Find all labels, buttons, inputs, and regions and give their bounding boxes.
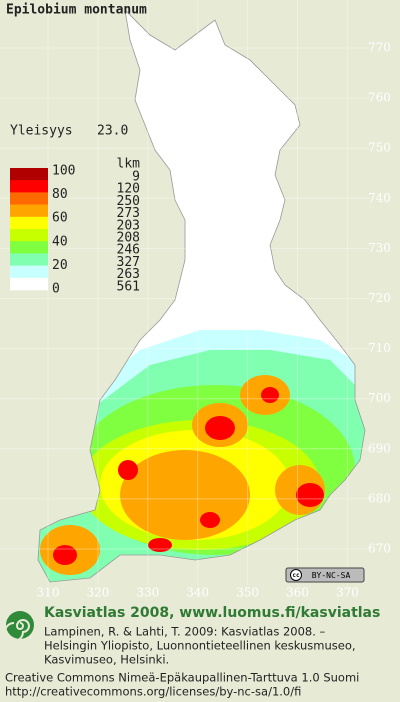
citation: Helsingin Yliopisto, Luonnontieteellinen… [44,639,356,653]
logo [4,611,34,642]
legend-scale-label: 20 [52,258,68,273]
legend-count: 120 [117,182,140,197]
grid: 770 760 750 740 730 720 710 700 690 680 670 310 320 3… [0,0,391,600]
legend-swatch [10,241,48,254]
legend-count: 9 [132,170,140,185]
x-tick-label: 350 [236,586,259,600]
y-tick-label: 740 [368,191,391,205]
y-tick-label: 770 [368,41,391,55]
map-title: Epilobium montanum [6,3,147,18]
legend-swatch [10,216,48,230]
y-tick-label: 760 [368,91,391,105]
x-tick-label: 340 [186,586,209,600]
y-tick-label: 750 [368,141,391,155]
legend-swatch [10,168,48,181]
legend-swatch [10,265,48,279]
legend-swatch [10,253,48,266]
legend-swatch [10,180,48,193]
legend-count: 250 [117,194,140,209]
legend-count: 273 [117,206,140,221]
legend-count: 208 [117,231,140,246]
license-url: http://creativecommons.org/licenses/by-n… [5,685,301,699]
legend-swatch [10,229,48,242]
legend-scale-label: 100 [52,164,75,179]
legend-count: 263 [117,267,140,282]
legend-count: 327 [117,255,140,270]
citation: Lampinen, R. & Lahti, T. 2009: Kasviatla… [44,625,326,639]
y-tick-label: 730 [368,241,391,255]
frequency-value: 23.0 [97,124,128,139]
citation: Kasvimuseo, Helsinki. [44,653,169,667]
legend-swatch [10,192,48,205]
frequency-label: Yleisyys [10,124,73,139]
cc-icon-text: cc [292,572,300,579]
x-tick-label: 310 [37,586,60,600]
x-tick-label: 360 [286,586,309,600]
footer-heading: Kasviatlas 2008, www.luomus.fi/kasviatla… [44,605,380,621]
y-tick-label: 670 [368,542,391,556]
legend-count: 203 [117,218,140,233]
y-tick-label: 680 [368,491,391,505]
x-tick-label: 320 [86,586,109,600]
legend-scale-label: 0 [52,282,60,297]
legend-scale-label: 60 [52,211,68,226]
y-tick-label: 710 [368,341,391,355]
license-badge [285,567,365,583]
cc-icon [290,569,302,581]
legend-count-header: lkm [117,157,141,172]
y-tick-label: 700 [368,391,391,405]
legend-scale-label: 40 [52,234,68,249]
y-tick-label: 690 [368,441,391,455]
legend-count: 246 [117,243,140,258]
badge-text: BY-NC-SA [312,571,351,580]
y-tick-label: 720 [368,291,391,305]
x-tick-label: 330 [136,586,159,600]
legend-swatch [10,277,48,291]
x-tick-label: 370 [336,586,359,600]
legend-count: 561 [117,279,140,294]
license: Creative Commons Nimeä-Epäkaupallinen-Ta… [5,671,359,685]
legend-scale-label: 80 [52,187,68,202]
legend-swatch [10,204,48,218]
